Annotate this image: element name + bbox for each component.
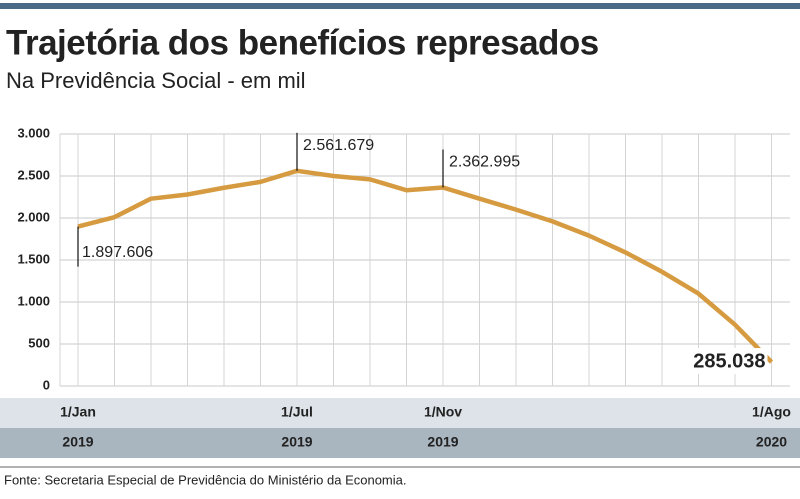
data-label: 1.897.606	[82, 244, 153, 261]
year-label: 2020	[756, 434, 787, 450]
year-label: 2019	[427, 434, 458, 450]
y-tick-label: 0	[43, 377, 50, 392]
y-tick-label: 2.000	[17, 209, 50, 224]
x-tick-label: 1/Ago	[752, 404, 791, 420]
year-label: 2019	[281, 434, 312, 450]
y-tick-label: 1.500	[17, 251, 50, 266]
label-bg	[679, 348, 768, 375]
x-tick-label: 1/Nov	[424, 404, 462, 420]
series-line	[77, 168, 774, 364]
y-tick-label: 2.500	[17, 167, 50, 182]
y-tick-label: 500	[28, 335, 50, 350]
data-label: 2.362.995	[449, 154, 520, 171]
y-tick-label: 3.000	[17, 125, 50, 140]
data-label: 285.038	[693, 350, 765, 372]
y-tick-label: 1.000	[17, 293, 50, 308]
month-band	[0, 398, 800, 428]
year-band	[0, 428, 800, 458]
data-label: 2.561.679	[303, 137, 374, 154]
chart-title: Trajetória dos benefícios represados	[6, 23, 599, 62]
source: Fonte: Secretaria Especial de Previdênci…	[4, 472, 407, 487]
year-label: 2019	[62, 434, 93, 450]
chart-subtitle: Na Previdência Social - em mil	[6, 68, 306, 93]
x-tick-label: 1/Jul	[281, 404, 313, 420]
x-tick-label: 1/Jan	[60, 404, 96, 420]
top-stripe	[0, 3, 800, 9]
